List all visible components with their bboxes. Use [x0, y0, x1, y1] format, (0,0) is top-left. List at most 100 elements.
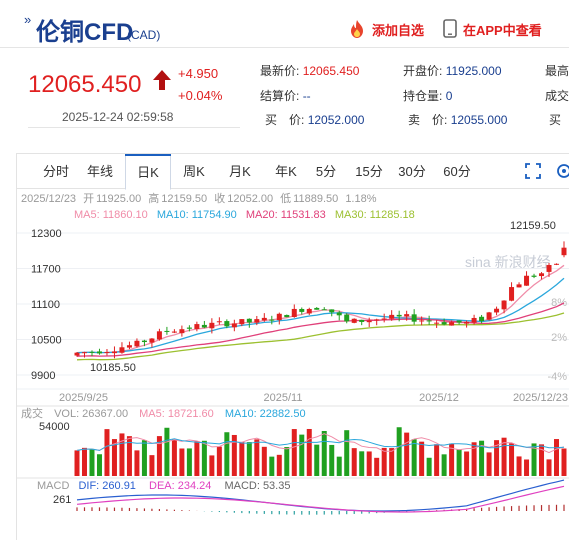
tab-intraday[interactable]: 分时 [42, 164, 69, 179]
tab-daily-k[interactable]: 日K [125, 154, 171, 190]
add-watchlist-button[interactable]: 添加自选 [348, 20, 424, 39]
candle-body [231, 323, 237, 328]
candle-body [381, 318, 387, 320]
volume-bar [509, 443, 515, 476]
candle-body [134, 340, 140, 347]
candle-body [554, 263, 560, 265]
divider [28, 127, 240, 128]
candle-body [509, 287, 515, 301]
x-tick-label: 2025/12/23 [513, 392, 568, 404]
candle-body [464, 321, 470, 324]
tab-5min[interactable]: 5分 [315, 164, 337, 179]
candle-body [306, 308, 312, 314]
candle-body [89, 351, 95, 353]
volume-bar [366, 451, 372, 476]
volume-bar [239, 442, 245, 476]
open-in-app-button[interactable]: 在APP中查看 [443, 19, 542, 39]
volume-bar [336, 456, 342, 476]
candle-body [389, 314, 395, 319]
fullscreen-icon[interactable] [525, 163, 541, 179]
tab-weekly-k[interactable]: 周K [183, 164, 205, 179]
volume-bar [479, 440, 485, 476]
candle-body [404, 314, 410, 317]
candle-body [119, 347, 125, 353]
volume-bar [531, 443, 537, 476]
volume-bar [201, 440, 207, 476]
tab-30min[interactable]: 30分 [398, 164, 426, 179]
candle-body [179, 329, 185, 334]
max-price-label: 12159.50 [510, 220, 556, 232]
candle-body [156, 331, 162, 340]
candle-body [186, 327, 192, 329]
y-tick-label: 10500 [31, 335, 62, 347]
percent-tick-label: 2% [551, 332, 567, 344]
price-grid [17, 232, 569, 376]
watermark: sina 新浪财经 [465, 254, 551, 270]
candle-body [254, 319, 260, 323]
candle-body [261, 317, 267, 321]
volume-bar [381, 447, 387, 476]
volume-bar [209, 455, 215, 476]
volume-ma-line [76, 433, 565, 454]
ma-line [76, 277, 565, 354]
candle-body [126, 345, 132, 348]
volume-bar [546, 459, 552, 476]
settings-icon[interactable] [555, 162, 569, 180]
tab-15min[interactable]: 15分 [355, 164, 383, 179]
volume-bar [141, 440, 147, 476]
volume-bar [74, 450, 80, 476]
tab-yearly-k[interactable]: 年K [275, 164, 297, 179]
volume-bars [74, 427, 567, 476]
volume-bar [486, 452, 492, 476]
volume-bar [419, 441, 425, 476]
macd-dea-line [76, 485, 565, 513]
volume-bar [411, 439, 417, 476]
candle-body [374, 319, 380, 321]
volume-bar [501, 437, 507, 476]
currency-unit: (CAD) [127, 28, 161, 42]
kline-chart[interactable]: 2025/12/23 开 11925.00 高 12159.50 收 12052.00… [17, 189, 569, 540]
volume-bar [554, 439, 560, 476]
candle-body [74, 352, 80, 356]
stat-bid-volume: 买 [549, 113, 562, 127]
candle-body [201, 324, 207, 328]
candle-body [411, 314, 417, 322]
candle-body [426, 320, 432, 322]
volume-bar [374, 457, 380, 476]
candle-body [479, 316, 485, 322]
stat-ask: 卖 价: 12055.000 [408, 113, 508, 127]
candle-body [336, 312, 342, 316]
stat-latest: 最新价: 12065.450 [260, 64, 360, 78]
tab-year-line[interactable]: 年线 [86, 164, 113, 179]
percent-tick-label: 8% [551, 297, 567, 309]
volume-bar [126, 436, 132, 476]
macd-axis-label: 261 [53, 494, 71, 506]
candle-body [269, 319, 275, 321]
volume-ma-line [76, 438, 565, 451]
stat-high: 最高 [545, 64, 569, 78]
volume-bar [351, 448, 357, 476]
tab-monthly-k[interactable]: 月K [229, 164, 251, 179]
volume-bar [111, 439, 117, 476]
candle-body [531, 275, 537, 277]
volume-bar [561, 448, 567, 476]
x-tick-label: 2025/9/25 [59, 392, 108, 404]
candle-body [539, 273, 545, 277]
stat-volume: 成交 [545, 89, 569, 103]
volume-bar [89, 448, 95, 476]
flame-icon [351, 20, 363, 38]
candle-body [284, 314, 290, 318]
macd-chart [76, 479, 565, 515]
candle-body [419, 320, 425, 322]
tab-60min[interactable]: 60分 [443, 164, 471, 179]
y-tick-label: 12300 [31, 228, 62, 240]
stat-settlement: 结算价: -- [260, 89, 311, 103]
candle-body [396, 314, 402, 317]
candle-body [111, 351, 117, 354]
volume-bar [404, 432, 410, 476]
candle-body [321, 309, 327, 311]
volume-bar [96, 454, 102, 476]
volume-bar [389, 448, 395, 476]
volume-bar [359, 451, 365, 476]
candle-body [486, 312, 492, 320]
